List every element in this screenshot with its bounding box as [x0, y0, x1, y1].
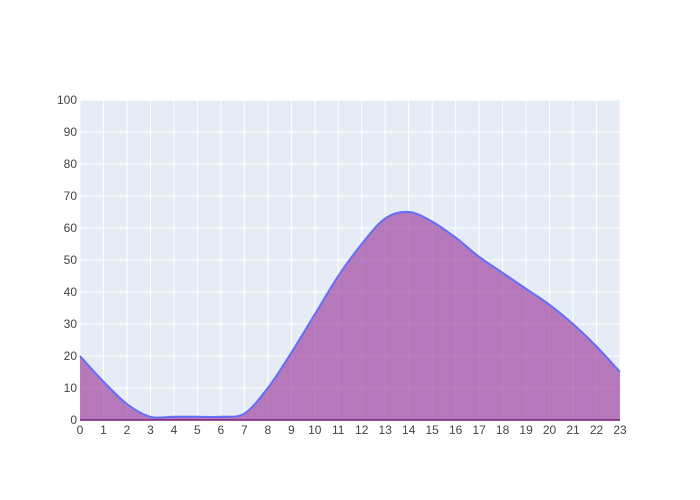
x-tick-label: 20 — [543, 423, 557, 437]
x-tick-label: 11 — [332, 423, 345, 437]
x-tick-label: 17 — [472, 423, 486, 437]
y-tick-label: 40 — [64, 285, 78, 299]
x-tick-label: 3 — [147, 423, 154, 437]
y-tick-label: 20 — [64, 349, 78, 363]
x-tick-label: 23 — [613, 423, 627, 437]
x-tick-label: 13 — [379, 423, 393, 437]
x-tick-label: 7 — [241, 423, 248, 437]
x-tick-label: 1 — [100, 423, 107, 437]
y-axis-tick-labels: 0 10 20 30 40 50 60 70 80 90 100 — [57, 93, 77, 427]
x-tick-label: 8 — [264, 423, 271, 437]
series-line — [79, 210, 621, 419]
x-tick-label: 19 — [519, 423, 533, 437]
y-tick-label: 100 — [57, 93, 77, 107]
x-tick-label: 22 — [590, 423, 604, 437]
y-tick-label: 70 — [64, 189, 78, 203]
y-tick-label: 90 — [64, 125, 78, 139]
x-axis-tick-labels: 0 1 2 3 4 5 6 7 8 9 10 11 12 13 14 15 16 17 18 19 20 21 22 23 — [77, 423, 627, 437]
x-tick-label: 14 — [402, 423, 416, 437]
x-tick-label: 9 — [288, 423, 295, 437]
y-tick-label: 10 — [64, 381, 78, 395]
y-tick-label: 50 — [64, 253, 78, 267]
x-tick-label: 2 — [124, 423, 131, 437]
y-tick-label: 0 — [70, 413, 77, 427]
x-tick-label: 5 — [194, 423, 201, 437]
x-tick-label: 10 — [308, 423, 322, 437]
y-tick-label: 30 — [64, 317, 78, 331]
y-tick-label: 80 — [64, 157, 78, 171]
x-tick-label: 6 — [218, 423, 225, 437]
x-tick-label: 21 — [566, 423, 580, 437]
x-tick-label: 0 — [77, 423, 84, 437]
x-tick-label: 12 — [355, 423, 369, 437]
y-tick-label: 60 — [64, 221, 78, 235]
x-tick-label: 16 — [449, 423, 463, 437]
area-fill — [80, 211, 620, 420]
x-tick-label: 4 — [171, 423, 178, 437]
x-tick-label: 18 — [496, 423, 510, 437]
x-tick-label: 15 — [425, 423, 439, 437]
